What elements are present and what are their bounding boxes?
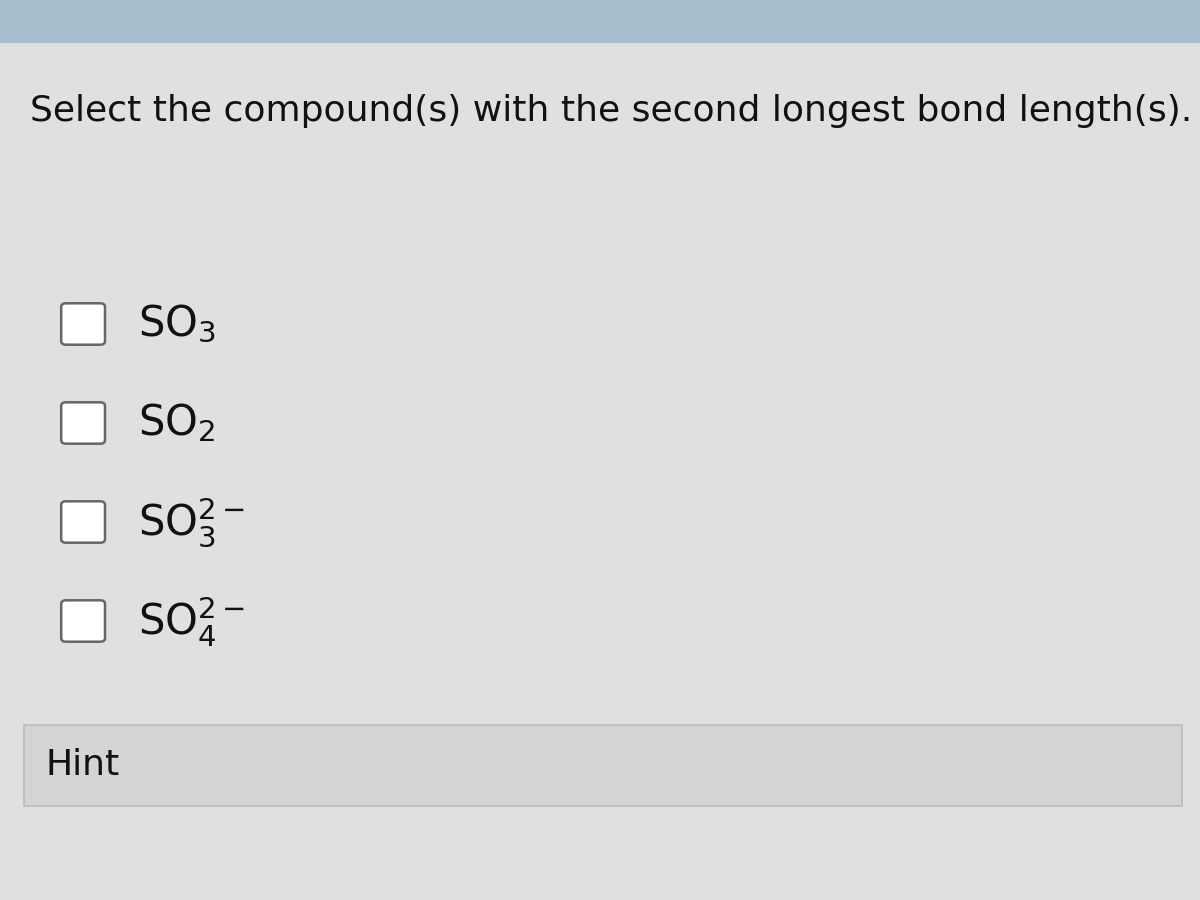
FancyBboxPatch shape: [61, 402, 106, 444]
Text: $\mathregular{SO_3^{2-}}$: $\mathregular{SO_3^{2-}}$: [138, 495, 245, 549]
Text: $\mathregular{SO_2}$: $\mathregular{SO_2}$: [138, 401, 215, 445]
FancyBboxPatch shape: [61, 303, 106, 345]
FancyBboxPatch shape: [24, 724, 1182, 806]
Text: Hint: Hint: [46, 748, 120, 782]
FancyBboxPatch shape: [61, 600, 106, 642]
Text: Select the compound(s) with the second longest bond length(s).: Select the compound(s) with the second l…: [30, 94, 1193, 129]
FancyBboxPatch shape: [0, 0, 1200, 43]
Text: $\mathregular{SO_4^{2-}}$: $\mathregular{SO_4^{2-}}$: [138, 594, 245, 648]
Text: $\mathregular{SO_3}$: $\mathregular{SO_3}$: [138, 303, 216, 345]
FancyBboxPatch shape: [61, 501, 106, 543]
